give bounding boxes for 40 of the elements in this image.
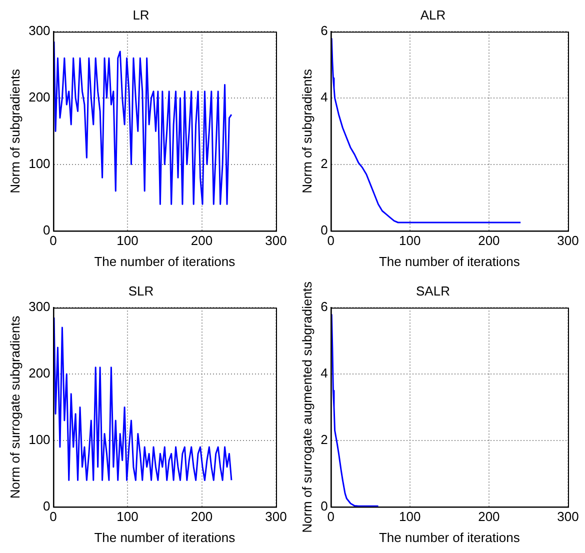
chart-title: ALR bbox=[420, 7, 446, 22]
y-tick-label: 0 bbox=[43, 222, 50, 238]
y-tick-label: 0 bbox=[320, 222, 328, 238]
y-tick-label: 4 bbox=[320, 90, 328, 105]
x-axis-title: The number of iterations bbox=[378, 254, 520, 269]
y-tick-label: 6 bbox=[320, 23, 328, 38]
x-axis-title: The number of iterations bbox=[378, 530, 520, 545]
chart-title: LR bbox=[132, 7, 150, 22]
x-tick-label: 200 bbox=[478, 233, 500, 248]
x-tick-label: 300 bbox=[265, 233, 287, 248]
y-tick-label: 200 bbox=[28, 90, 50, 105]
x-tick-label: 200 bbox=[478, 509, 500, 524]
y-tick-label: 200 bbox=[28, 366, 50, 381]
y-tick-label: 300 bbox=[28, 299, 50, 314]
y-tick-label: 300 bbox=[28, 23, 50, 38]
x-tick-label: 200 bbox=[190, 233, 213, 248]
x-axis-title: The number of iterations bbox=[94, 530, 236, 545]
y-axis-title: Norm of subgradients bbox=[299, 68, 314, 194]
x-tick-label: 100 bbox=[116, 233, 138, 248]
y-tick-label: 2 bbox=[320, 156, 328, 171]
chart-title: SALR bbox=[416, 283, 450, 298]
x-tick-label: 100 bbox=[399, 509, 421, 524]
x-tick-label: 300 bbox=[557, 509, 579, 524]
x-tick-label: 100 bbox=[116, 509, 138, 524]
y-axis-title: Norm of surrogate subgradients bbox=[7, 315, 22, 499]
y-tick-label: 2 bbox=[320, 432, 328, 447]
y-tick-label: 0 bbox=[320, 498, 328, 514]
y-tick-label: 100 bbox=[28, 156, 50, 171]
x-tick-label: 100 bbox=[399, 233, 421, 248]
chart-title: SLR bbox=[128, 283, 154, 298]
x-tick-label: 200 bbox=[190, 509, 213, 524]
y-tick-label: 4 bbox=[320, 366, 328, 381]
y-tick-label: 0 bbox=[43, 498, 50, 514]
y-axis-title: Norm of surrogate augmented subgradients bbox=[299, 280, 314, 533]
y-axis-title: Norm of subgradients bbox=[7, 68, 22, 194]
x-tick-label: 300 bbox=[557, 233, 579, 248]
y-tick-label: 6 bbox=[320, 299, 328, 314]
x-axis-title: The number of iterations bbox=[94, 254, 236, 269]
y-tick-label: 100 bbox=[28, 432, 50, 447]
x-tick-label: 300 bbox=[265, 509, 287, 524]
